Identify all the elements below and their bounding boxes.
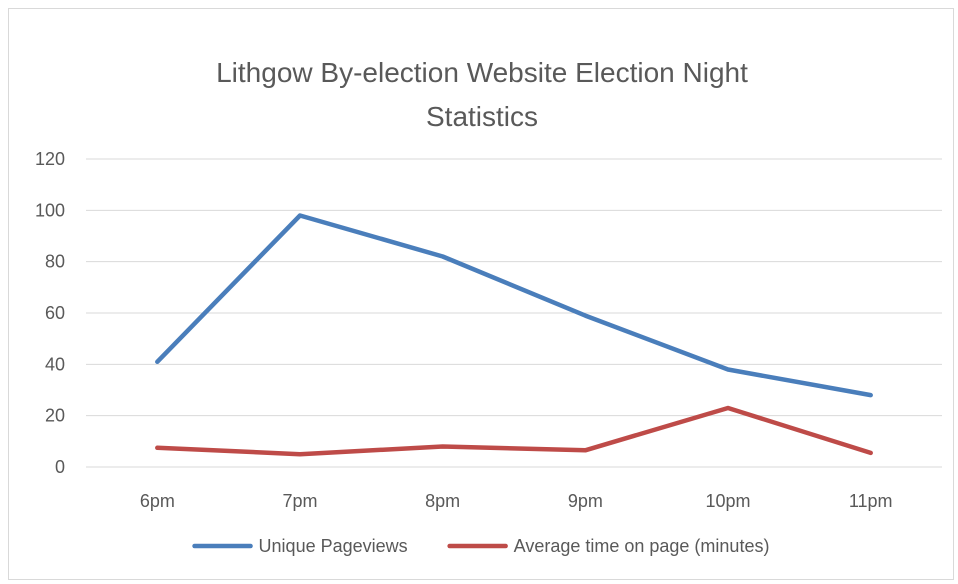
series-line-1	[155, 213, 873, 398]
legend: Unique Pageviews Average time on page (mi…	[192, 536, 770, 556]
chart-frame: Lithgow By-election Website Election Nig…	[8, 8, 954, 580]
line-chart: 0 20 40 60 80 100 120 6pm 7pm 8pm 9pm 10pm 11pm Uni…	[35, 149, 942, 556]
y-tick-label-80: 80	[45, 252, 65, 272]
series-lines	[155, 213, 873, 457]
x-tick-label-10pm: 10pm	[705, 491, 750, 511]
y-tick-label-120: 120	[35, 149, 65, 169]
x-tick-label-8pm: 8pm	[425, 491, 460, 511]
legend-label-2: Average time on page (minutes)	[514, 536, 770, 556]
y-tick-label-40: 40	[45, 354, 65, 374]
y-axis: 0 20 40 60 80 100 120	[35, 149, 65, 477]
gridlines	[86, 158, 942, 417]
x-axis: 6pm 7pm 8pm 9pm 10pm 11pm	[86, 466, 942, 511]
y-tick-label-20: 20	[45, 406, 65, 426]
chart-title-line-1: Lithgow By-election Website Election Nig…	[216, 57, 748, 88]
x-tick-label-6pm: 6pm	[140, 491, 175, 511]
legend-label-1: Unique Pageviews	[259, 536, 408, 556]
series-line-2	[155, 405, 873, 457]
y-tick-label-0: 0	[55, 457, 65, 477]
x-tick-label-9pm: 9pm	[568, 491, 603, 511]
y-tick-label-60: 60	[45, 303, 65, 323]
x-tick-label-11pm: 11pm	[849, 491, 893, 511]
y-tick-label-100: 100	[35, 200, 65, 220]
chart-title: Lithgow By-election Website Election Nig…	[9, 51, 955, 139]
chart-title-line-2: Statistics	[425, 101, 539, 132]
x-tick-label-7pm: 7pm	[282, 491, 317, 511]
